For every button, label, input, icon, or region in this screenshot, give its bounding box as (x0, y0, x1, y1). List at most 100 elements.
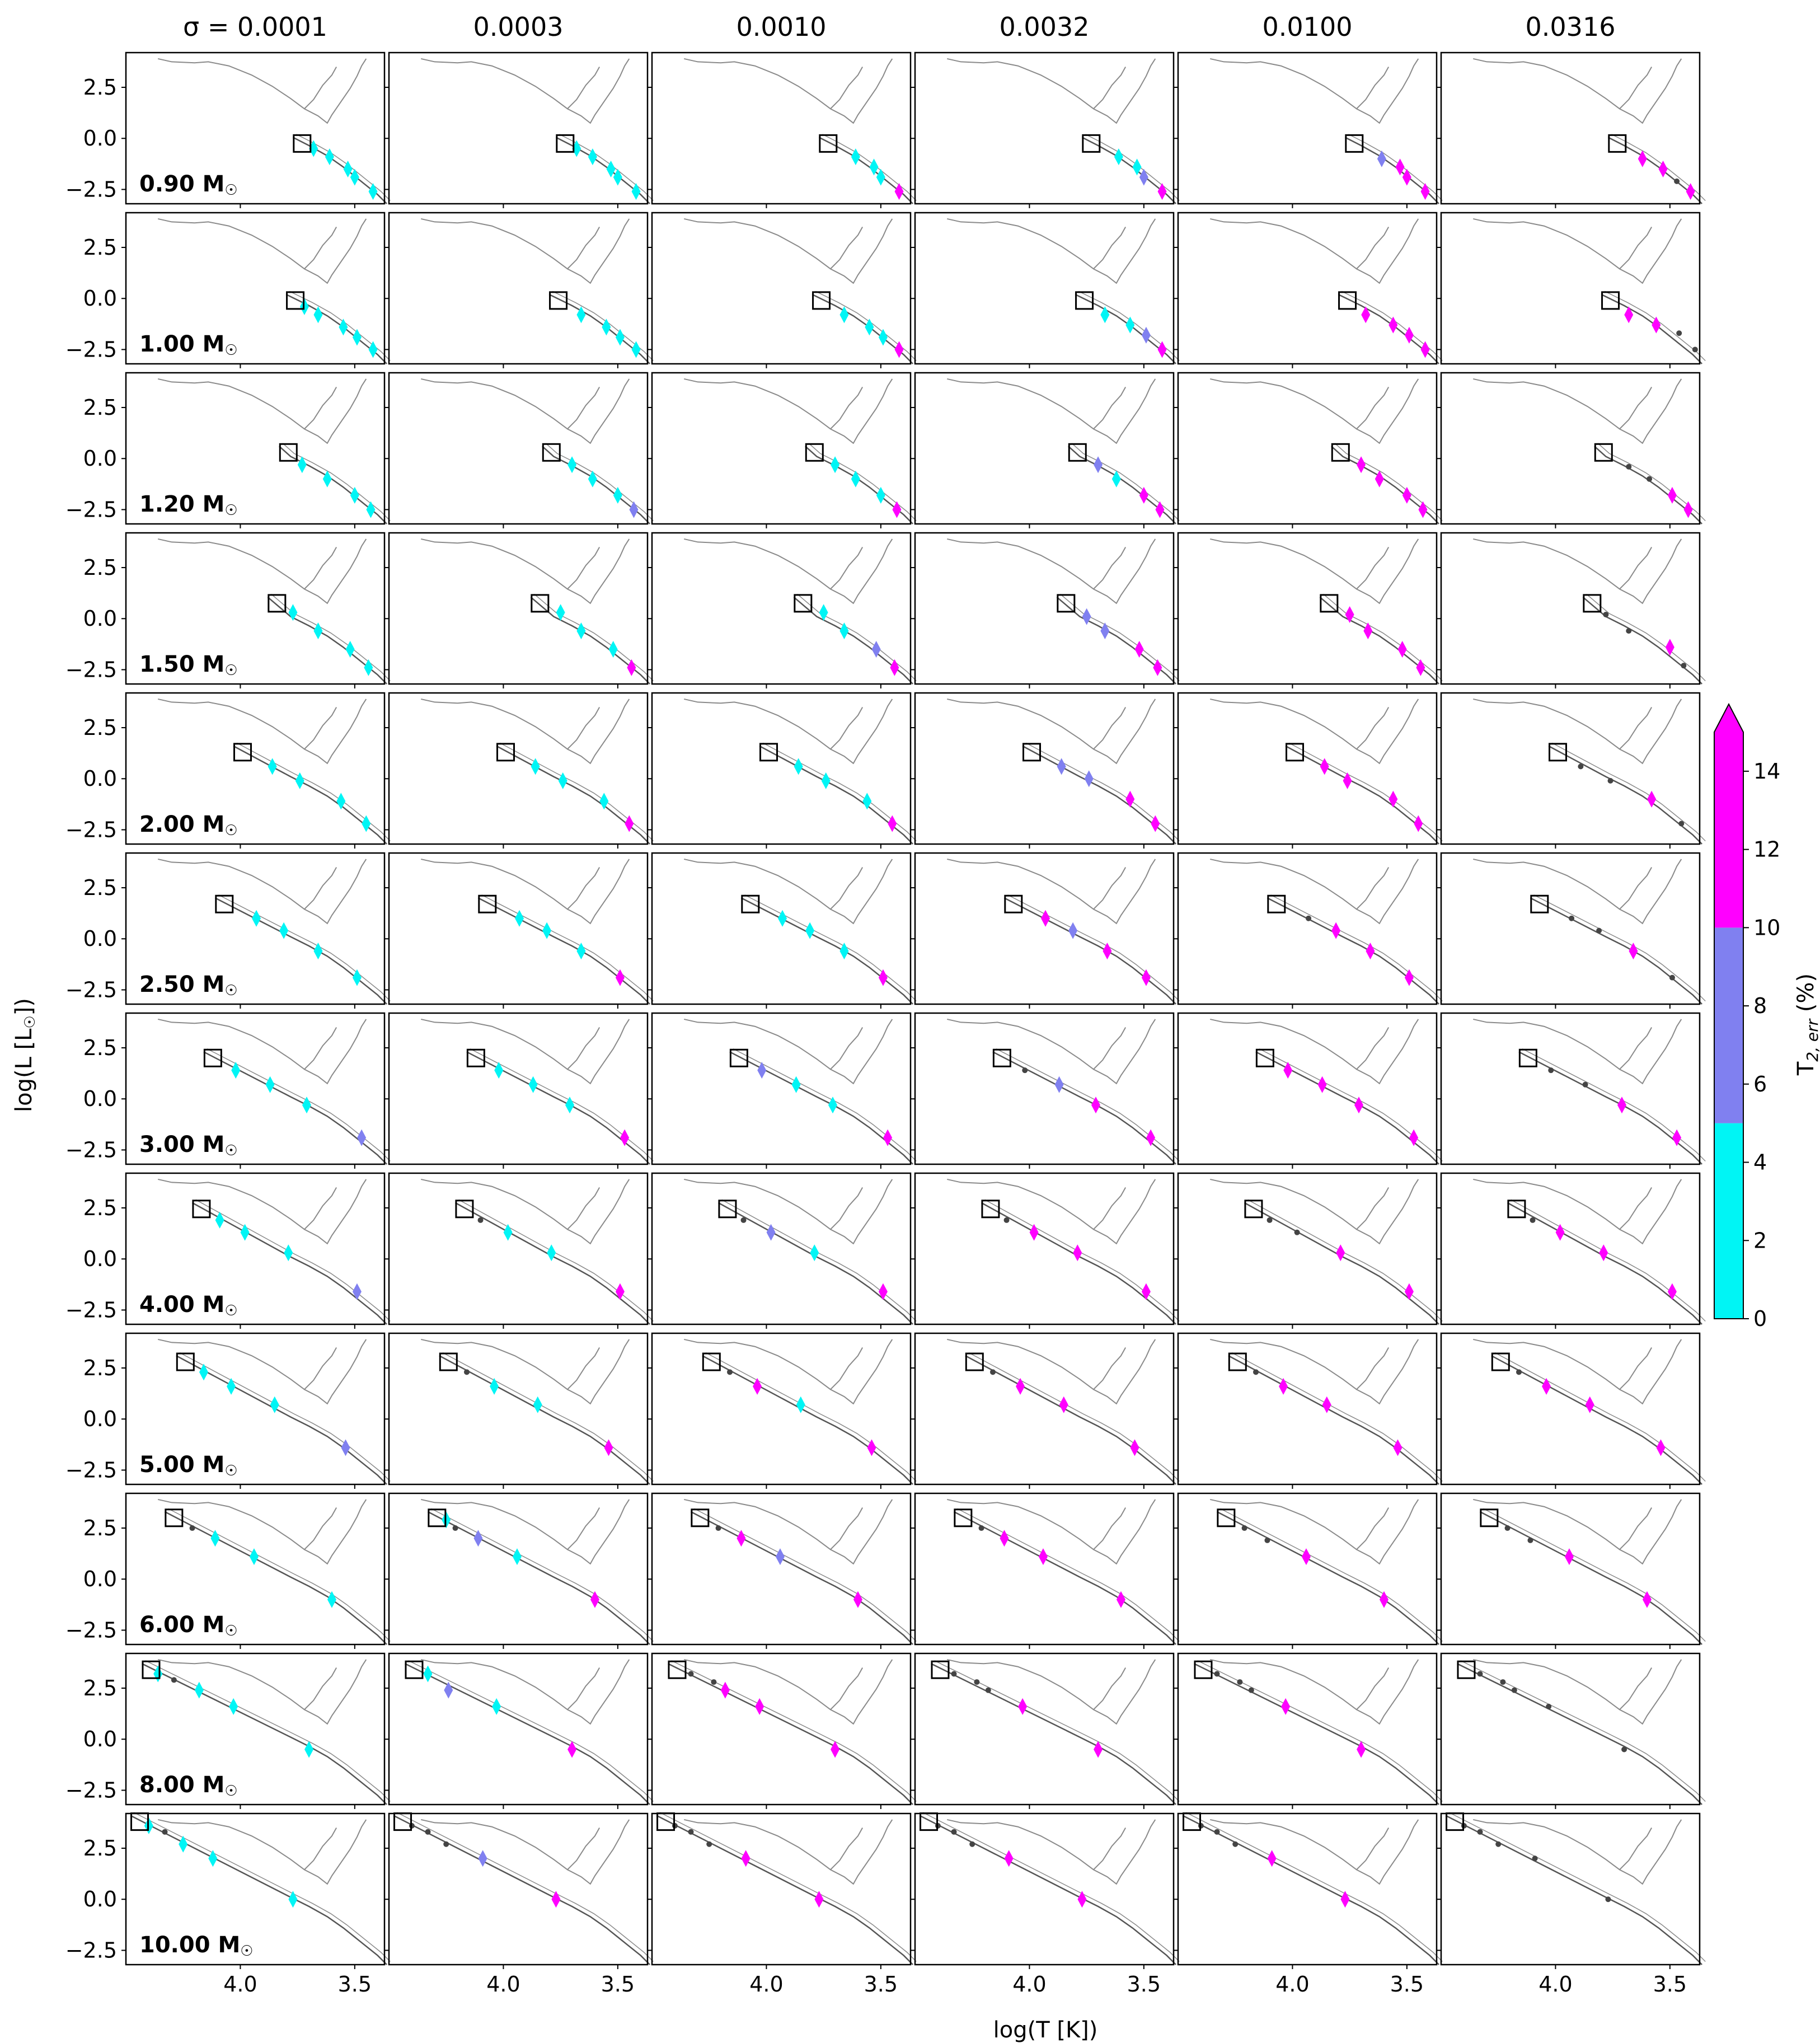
hr-panel (648, 1493, 916, 1649)
evolutionary-track (684, 219, 892, 283)
evolutionary-track (421, 1339, 629, 1404)
x-tick-label: 3.5 (1127, 1972, 1161, 1997)
evolutionary-track-branch (1620, 868, 1652, 910)
companion-point (776, 1548, 785, 1565)
y-tick-label: −2.5 (65, 657, 117, 682)
x-tick-label: 4.0 (749, 1972, 783, 1997)
evolutionary-track (1210, 1179, 1418, 1244)
companion-point (327, 1591, 336, 1608)
companion-point-no-estimate (986, 1688, 991, 1693)
companion-point (1380, 1591, 1389, 1608)
main-sequence-track-offset (660, 1812, 916, 1961)
main-sequence-track-offset (958, 1508, 1180, 1641)
evolutionary-track-branch (304, 387, 336, 429)
evolutionary-track (158, 1179, 366, 1244)
panel-frame (652, 853, 911, 1004)
evolutionary-track-branch (567, 1828, 599, 1870)
companion-point (567, 456, 576, 473)
x-tick-label: 3.5 (1653, 1972, 1687, 1997)
companion-point-no-estimate (190, 1525, 195, 1531)
companion-point (895, 341, 904, 358)
evolutionary-track (947, 219, 1155, 283)
companion-point (1142, 1283, 1151, 1300)
companion-point (1153, 659, 1162, 676)
companion-point-no-estimate (1669, 975, 1675, 981)
companion-point (1100, 622, 1109, 639)
column-titles: σ = 0.0001 0.0003 0.0010 0.0032 0.0100 0.0316 (183, 12, 1615, 42)
hr-panel: 2.50.0−2.5 6.00 M☉ (65, 1493, 391, 1649)
main-sequence-track (1491, 1356, 1702, 1484)
evolutionary-track-branch (831, 1188, 862, 1230)
companion-point-no-estimate (1532, 1855, 1538, 1861)
companion-point (1617, 1097, 1626, 1113)
evolutionary-track-branch (1620, 67, 1652, 109)
main-sequence-track (467, 1052, 650, 1164)
hr-panel (1174, 853, 1442, 1009)
evolutionary-track (421, 1820, 629, 1884)
evolutionary-track (1210, 1339, 1418, 1404)
companion-point (1389, 791, 1397, 808)
companion-point-no-estimate (1214, 1829, 1220, 1835)
companion-point (288, 604, 297, 621)
companion-point (1100, 306, 1109, 323)
y-tick-label: −2.5 (65, 337, 117, 362)
hr-panel (648, 213, 916, 368)
companion-point (629, 501, 638, 518)
main-sequence-track (954, 1512, 1176, 1644)
y-tick-label: 2.5 (83, 1196, 117, 1220)
evolutionary-track-branch (1620, 1668, 1652, 1710)
companion-point (1542, 1378, 1551, 1395)
companion-point (492, 1698, 501, 1715)
main-sequence-track (993, 1052, 1176, 1164)
evolutionary-track-branch (831, 1828, 862, 1870)
companion-point (542, 922, 551, 939)
companion-point (479, 1850, 487, 1867)
y-tick-label: 2.5 (83, 395, 117, 420)
evolutionary-track-branch (1357, 707, 1389, 749)
evolutionary-track-branch (1620, 547, 1652, 589)
companion-point (1402, 487, 1411, 504)
hr-panel: 2.50.0−2.5 1.20 M☉ (65, 373, 391, 528)
panel-frame (1441, 1333, 1700, 1484)
evolutionary-track (421, 1660, 629, 1724)
x-axis-label: log(T [K]) (993, 2017, 1098, 2043)
primary-star-marker (550, 292, 567, 309)
companion-point-no-estimate (706, 1841, 712, 1847)
evolutionary-track (1473, 1179, 1681, 1244)
evolutionary-track-branch (1094, 1828, 1125, 1870)
companion-point (1283, 1062, 1292, 1079)
y-tick-label: 0.0 (83, 1567, 117, 1591)
hr-panel: 2.50.0−2.5 2.00 M☉ (65, 693, 391, 849)
evolutionary-track (421, 859, 629, 924)
evolutionary-track (421, 539, 629, 603)
evolutionary-track-branch (1094, 1668, 1125, 1710)
hr-panel (1174, 1173, 1442, 1329)
hr-panel (1437, 213, 1705, 368)
companion-point (1354, 1097, 1363, 1113)
evolutionary-track (421, 1019, 629, 1084)
companion-point (529, 1076, 538, 1093)
main-sequence-track (1480, 1512, 1702, 1644)
hr-panel (1437, 853, 1705, 1009)
companion-point (839, 622, 848, 639)
panel-frame (652, 1173, 911, 1324)
mass-label: 1.00 M☉ (139, 331, 238, 359)
companion-point (1082, 608, 1091, 625)
main-sequence-track-offset (443, 1353, 653, 1482)
panel-frame (389, 53, 648, 204)
companion-point (1073, 1244, 1082, 1261)
evolutionary-track (1473, 1339, 1681, 1404)
evolutionary-track (1473, 1500, 1681, 1564)
panel-frame (1441, 853, 1700, 1004)
y-tick-label: −2.5 (65, 977, 117, 1002)
panel-frame (389, 533, 648, 684)
evolutionary-track (1210, 1019, 1418, 1084)
companion-point (1652, 317, 1660, 334)
main-sequence-track-offset (672, 1661, 916, 1802)
evolutionary-track (947, 1660, 1155, 1724)
evolutionary-track-branch (567, 387, 599, 429)
hr-panel (384, 1653, 653, 1809)
mass-label: 3.00 M☉ (139, 1132, 238, 1159)
main-sequence-track (1228, 1356, 1439, 1484)
